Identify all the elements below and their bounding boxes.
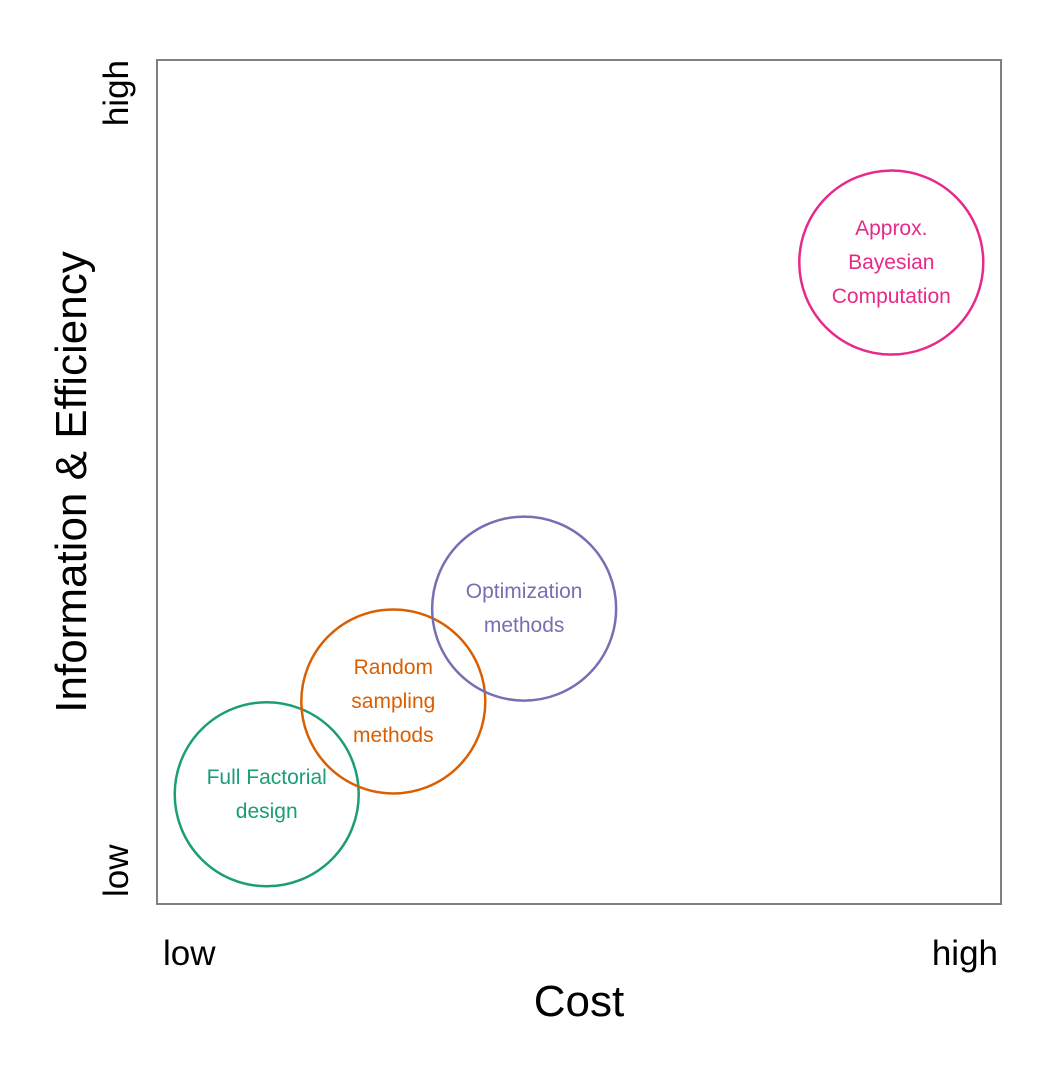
label-random-sampling-methods-line-1: Random [354,656,433,679]
label-approx-bayesian-computation-line-3: Computation [832,285,951,308]
circle-random-sampling-methods [300,608,487,795]
circle-approx-bayesian-computation [798,169,985,356]
circle-optimization-methods [430,515,618,702]
circle-marks: Full Factorial design Random sampling method… [173,169,985,888]
label-optimization-methods-line-2: methods [484,614,565,637]
label-approx-bayesian-computation-line-1: Approx. [855,217,927,240]
label-random-sampling-methods-line-2: sampling [351,690,435,713]
x-tick-label-high: high [932,934,998,973]
y-tick-label-low: low [97,844,136,897]
label-optimization-methods-line-1: Optimization [466,580,583,603]
x-tick-label-low: low [163,934,216,973]
y-tick-label-high: high [97,60,136,126]
y-axis-title: Information & Efficiency [47,251,96,712]
label-full-factorial-design-line-2: design [236,800,298,823]
label-full-factorial-design-line-1: Full Factorial [207,766,327,789]
plot-panel-border [156,59,1002,905]
label-approx-bayesian-computation-line-2: Bayesian [848,251,934,274]
x-axis-title: Cost [534,977,624,1026]
circle-full-factorial-design [173,701,360,888]
label-random-sampling-methods-line-3: methods [353,724,434,747]
